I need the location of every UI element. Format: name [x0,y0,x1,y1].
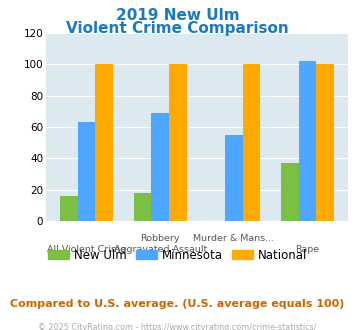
Bar [95,64,113,221]
Text: © 2025 CityRating.com - https://www.cityrating.com/crime-statistics/: © 2025 CityRating.com - https://www.city… [38,323,317,330]
Bar [317,64,334,221]
Bar [77,122,95,221]
Bar [60,196,77,221]
Text: Murder & Mans...: Murder & Mans... [193,234,274,243]
Text: Rape: Rape [296,245,320,254]
Text: 2019 New Ulm: 2019 New Ulm [116,8,239,23]
Bar [169,64,187,221]
Bar [225,135,243,221]
Text: Violent Crime Comparison: Violent Crime Comparison [66,21,289,36]
Bar [299,61,317,221]
Text: Robbery: Robbery [141,234,180,243]
Bar [281,163,299,221]
Bar [151,113,169,221]
Legend: New Ulm, Minnesota, National: New Ulm, Minnesota, National [43,244,312,266]
Text: All Violent Crime: All Violent Crime [47,245,126,254]
Text: Compared to U.S. average. (U.S. average equals 100): Compared to U.S. average. (U.S. average … [10,299,345,309]
Bar [243,64,261,221]
Bar [133,193,151,221]
Text: Aggravated Assault: Aggravated Assault [114,245,207,254]
